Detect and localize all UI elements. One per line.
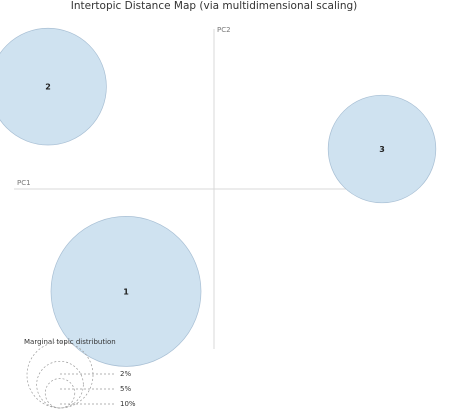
legend-label-5%: 5% [120, 385, 131, 393]
topic-bubbles: 1 2 3 [0, 27, 437, 367]
topic-label-1: 1 [123, 287, 129, 296]
topic-label-2: 2 [45, 83, 51, 92]
legend-marks: 2% 5% 10% [26, 341, 136, 409]
topic-bubble-1[interactable] [50, 216, 202, 367]
legend-label-10%: 10% [120, 400, 136, 408]
topic-bubble-3[interactable] [327, 94, 437, 204]
topic-bubble-2[interactable] [0, 27, 107, 146]
legend-circle-5% [36, 360, 84, 409]
pc1-axis-label: PC1 [17, 179, 31, 187]
pc2-axis-label: PC2 [217, 26, 231, 34]
legend-label-2%: 2% [120, 370, 131, 378]
legend-title: Marginal topic distribution [24, 338, 116, 346]
chart-title: Intertopic Distance Map (via multidimens… [71, 0, 357, 12]
topic-label-3: 3 [379, 145, 385, 154]
marginal-topic-distribution-legend: Marginal topic distribution 2% 5% 10% [24, 338, 136, 409]
legend-circle-2% [44, 378, 76, 409]
legend-circle-10% [26, 341, 94, 409]
